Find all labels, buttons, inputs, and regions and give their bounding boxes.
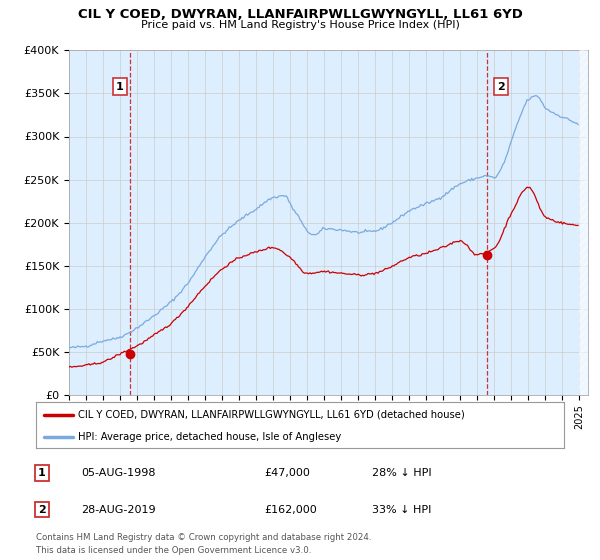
Text: Price paid vs. HM Land Registry's House Price Index (HPI): Price paid vs. HM Land Registry's House … [140,20,460,30]
Text: 2: 2 [497,82,505,92]
Text: £47,000: £47,000 [264,468,310,478]
Text: This data is licensed under the Open Government Licence v3.0.: This data is licensed under the Open Gov… [36,546,311,555]
Text: £162,000: £162,000 [264,505,317,515]
Text: 05-AUG-1998: 05-AUG-1998 [81,468,155,478]
Bar [580,50,588,395]
Text: CIL Y COED, DWYRAN, LLANFAIRPWLLGWYNGYLL, LL61 6YD: CIL Y COED, DWYRAN, LLANFAIRPWLLGWYNGYLL… [77,8,523,21]
Text: 2: 2 [38,505,46,515]
Text: 33% ↓ HPI: 33% ↓ HPI [372,505,431,515]
Text: CIL Y COED, DWYRAN, LLANFAIRPWLLGWYNGYLL, LL61 6YD (detached house): CIL Y COED, DWYRAN, LLANFAIRPWLLGWYNGYLL… [78,410,465,420]
Text: 28% ↓ HPI: 28% ↓ HPI [372,468,431,478]
Text: 1: 1 [38,468,46,478]
Text: HPI: Average price, detached house, Isle of Anglesey: HPI: Average price, detached house, Isle… [78,432,341,441]
Text: 28-AUG-2019: 28-AUG-2019 [81,505,155,515]
Text: Contains HM Land Registry data © Crown copyright and database right 2024.: Contains HM Land Registry data © Crown c… [36,533,371,542]
Text: 1: 1 [116,82,124,92]
